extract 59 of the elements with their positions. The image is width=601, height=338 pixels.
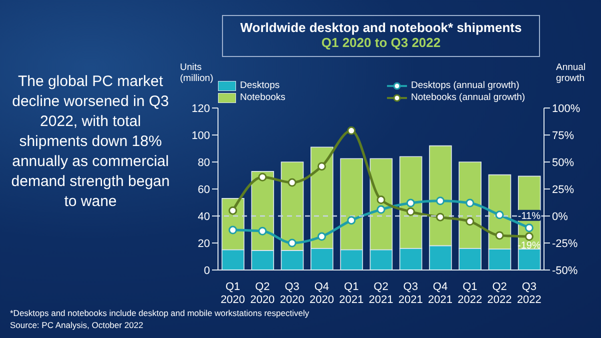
point <box>228 206 238 215</box>
x-tick-label: Q2 2020 <box>250 281 275 306</box>
x-tick-label: Q4 2021 <box>428 281 453 306</box>
text: *Desktops and notebooks include desktop and mobile workstations respectively <box>10 307 310 319</box>
point <box>406 207 415 216</box>
y-tick-label: 120 <box>192 102 210 115</box>
point <box>347 216 356 225</box>
x-tick-label: Q1 2021 <box>339 281 364 306</box>
x-tick-label: Q4 2020 <box>309 281 334 306</box>
x-tick-label: Q2 2021 <box>368 281 394 306</box>
x-tick-label: Q3 2022 <box>516 281 542 306</box>
point <box>228 226 238 234</box>
y-tick-label: 0 <box>204 264 210 277</box>
y-tick-label: 60 <box>198 184 210 196</box>
point <box>317 232 326 241</box>
x-tick-label: Q2 2022 <box>487 281 512 306</box>
point <box>436 196 445 206</box>
point <box>524 232 534 241</box>
legend-label: Notebooks (annual growth) <box>411 92 526 103</box>
x-tick-label: Q3 2021 <box>398 281 423 306</box>
y2-tick-label: 75% <box>552 130 574 142</box>
y2-axis-title: Annual growth <box>556 62 587 84</box>
y2-tick-label: -25% <box>552 238 578 250</box>
y-tick-label: 100 <box>192 130 210 142</box>
y2-tick-label: 100% <box>552 102 580 115</box>
point <box>288 178 296 187</box>
point <box>288 238 296 248</box>
point <box>258 172 267 182</box>
text: The global PC market decline worsened in Q3 2022, with total shipments down 18% annually as commercial demand strength began to wane <box>10 72 171 212</box>
source-note: Source: PC Analysis, October 2022 <box>10 319 144 331</box>
x-tick-label: Q1 2022 <box>458 281 482 306</box>
x-tick-label: Q3 2020 <box>280 281 304 306</box>
point <box>495 231 504 240</box>
point <box>466 217 474 226</box>
x-tick-label: Q1 2020 <box>220 281 246 306</box>
legend-label: Notebooks <box>240 92 286 103</box>
y-axis-title: Units (million) <box>180 62 214 84</box>
point <box>406 198 415 208</box>
point <box>495 210 504 220</box>
y2-tick-label: 50% <box>552 156 574 169</box>
point <box>376 205 386 214</box>
y-tick-label: 40 <box>198 210 210 223</box>
legend-label: Desktops <box>240 80 280 91</box>
chart-title: Worldwide desktop and notebook* shipments <box>239 20 523 35</box>
y2-tick-label: 25% <box>552 184 574 196</box>
data-label: -11% <box>518 210 541 222</box>
point <box>466 198 474 208</box>
y2-tick-label: 0% <box>552 210 568 223</box>
point <box>376 196 386 204</box>
point <box>436 212 445 222</box>
chart-subtitle: Q1 2020 to Q3 2022 <box>320 35 442 50</box>
legend-label: Desktops (annual growth) <box>411 80 520 91</box>
point <box>347 126 356 135</box>
point <box>317 162 326 171</box>
y2-tick-label: -50% <box>552 264 578 277</box>
point <box>258 226 267 236</box>
y-tick-label: 80 <box>198 156 210 169</box>
point <box>524 224 534 232</box>
y-tick-label: 20 <box>198 238 210 250</box>
